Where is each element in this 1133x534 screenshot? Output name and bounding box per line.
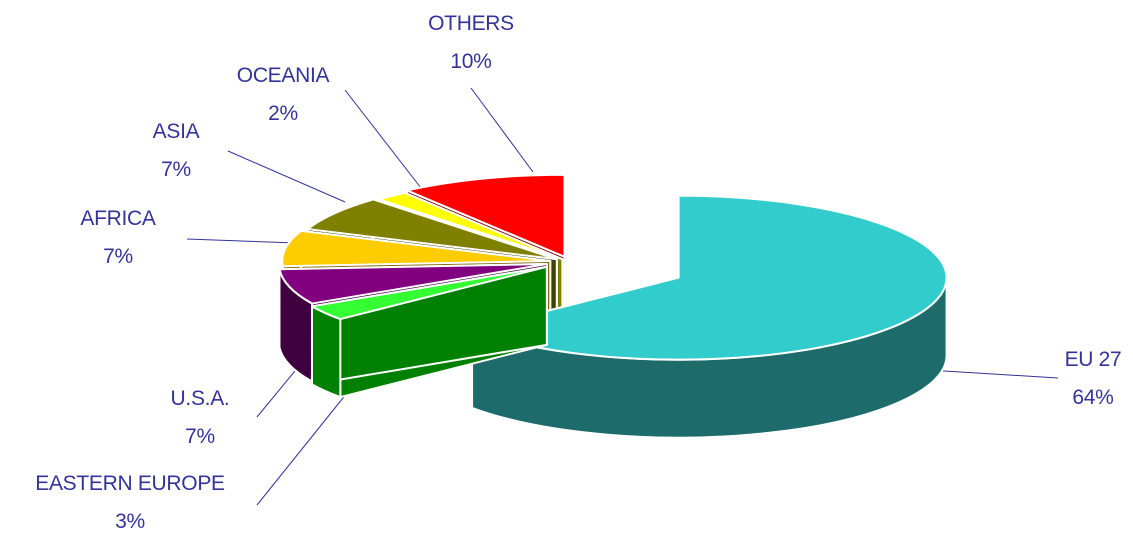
slice-side-eastern-europe — [310, 305, 342, 399]
leader-line-others — [470, 87, 534, 173]
slice-label-eu-27: EU 27 — [1065, 348, 1122, 371]
slice-top-asia — [306, 198, 558, 261]
leader-lines — [186, 87, 1059, 506]
leader-line-eastern-europe — [256, 382, 356, 506]
slice-top-u-s-a — [278, 263, 548, 305]
slice-top-africa — [281, 229, 552, 268]
leader-line-africa — [186, 238, 297, 244]
slice-label-oceania: OCEANIA — [237, 64, 330, 87]
slice-percent-eastern-europe: 3% — [115, 510, 145, 533]
slice-label-u-s-a: U.S.A. — [171, 387, 230, 410]
slice-top-eastern-europe — [310, 265, 548, 321]
slice-label-eastern-europe: EASTERN EUROPE — [35, 472, 225, 495]
slice-percent-u-s-a: 7% — [185, 425, 215, 448]
slice-percent-others: 10% — [450, 50, 491, 73]
slice-top-oceania — [377, 191, 564, 261]
slice-top-eu-27 — [471, 194, 948, 361]
slice-percent-africa: 7% — [103, 245, 133, 268]
leader-line-asia — [227, 150, 346, 203]
slice-labels: EU 27 64% EASTERN EUROPE 3% U.S.A. 7% AFRICA 7%… — [35, 12, 1121, 533]
pie-slices — [278, 173, 948, 439]
slice-percent-eu-27: 64% — [1072, 386, 1113, 409]
leader-line-oceania — [344, 89, 422, 189]
leader-line-eu-27 — [927, 369, 1059, 379]
slice-label-asia: ASIA — [153, 120, 200, 143]
slice-label-africa: AFRICA — [80, 207, 156, 230]
slice-percent-asia: 7% — [161, 158, 191, 181]
slice-percent-oceania: 2% — [268, 102, 298, 125]
slice-label-others: OTHERS — [428, 12, 514, 35]
pie-slice-eastern-europe — [310, 265, 548, 399]
slice-top-others — [405, 173, 566, 258]
